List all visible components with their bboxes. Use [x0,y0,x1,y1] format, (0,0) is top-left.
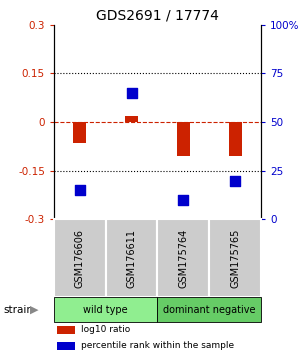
Text: GSM175764: GSM175764 [178,229,188,288]
Text: log10 ratio: log10 ratio [81,325,130,335]
Bar [177,122,190,156]
Point [233,178,238,183]
Bar [209,219,261,297]
Text: wild type: wild type [83,305,128,315]
Bar [74,122,86,143]
Point [77,187,82,193]
Text: percentile rank within the sample: percentile rank within the sample [81,341,234,350]
Text: dominant negative: dominant negative [163,305,256,315]
Text: ▶: ▶ [30,305,39,315]
Title: GDS2691 / 17774: GDS2691 / 17774 [96,8,219,22]
Point [181,197,186,203]
Text: GSM175765: GSM175765 [230,229,240,288]
Bar [229,122,242,156]
Text: GSM176606: GSM176606 [75,229,85,288]
Bar [158,219,209,297]
Text: strain: strain [3,305,33,315]
Point [129,90,134,96]
Bar [125,116,138,122]
Bar [106,219,158,297]
Bar [54,219,106,297]
Text: GSM176611: GSM176611 [127,229,136,288]
Bar [158,297,261,322]
Bar [54,297,158,322]
